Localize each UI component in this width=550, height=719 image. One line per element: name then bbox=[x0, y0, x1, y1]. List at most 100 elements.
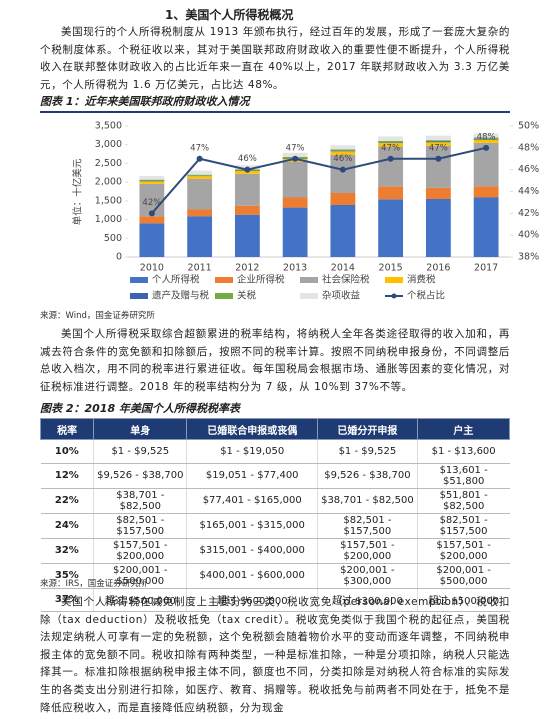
y2-tick-label: 46% bbox=[518, 164, 539, 175]
table-cell: $157,501 - $200,000 bbox=[317, 538, 418, 564]
table-cell: $200,001 - $500,000 bbox=[416, 563, 510, 589]
bar-segment bbox=[378, 140, 404, 143]
y2-tick-label: 38% bbox=[518, 252, 539, 263]
y2-tick-label: 48% bbox=[518, 142, 539, 153]
x-tick-label: 2013 bbox=[283, 263, 307, 274]
table-row: 10% $1 - $9,525 $1 - $19,050 $1 - $9,525 $1 … bbox=[40, 439, 510, 464]
legend-label: 社会保险税 bbox=[322, 274, 370, 286]
x-tick-label: 2015 bbox=[379, 263, 403, 274]
table-cell: $1 - $9,525 bbox=[317, 439, 418, 464]
bar-segment bbox=[330, 204, 356, 257]
legend-swatch bbox=[215, 277, 233, 283]
table-cell: 24% bbox=[40, 513, 94, 539]
y2-tick-label: 44% bbox=[518, 186, 539, 197]
x-tick-label: 2011 bbox=[188, 263, 212, 274]
table-cell: $400,001 - $600,000 bbox=[186, 563, 318, 589]
bar-segment bbox=[425, 142, 451, 146]
header-cell: 单身 bbox=[93, 418, 188, 440]
bar-segment bbox=[330, 149, 356, 151]
table-cell: $82,501 - $157,500 bbox=[317, 513, 418, 539]
header-cell: 已婚联合申报或丧偶 bbox=[186, 418, 319, 440]
data-label: 47% bbox=[190, 143, 209, 153]
bar-segment bbox=[425, 135, 451, 141]
bar-segment bbox=[139, 180, 165, 182]
bar-segment bbox=[330, 145, 356, 150]
legend-swatch bbox=[130, 293, 148, 299]
y-tick-label: 2,500 bbox=[95, 158, 122, 169]
section-heading: 1、美国个人所得税概况 bbox=[165, 8, 294, 22]
table-cell: $200,001 - $300,000 bbox=[317, 563, 418, 589]
y-tick-label: 2,000 bbox=[95, 177, 122, 188]
bar-segment bbox=[378, 142, 404, 147]
bar-segment bbox=[425, 145, 451, 188]
paragraph: 美国个人所得税在减免制度上主要分为三类，税收宽免（personal exempt… bbox=[40, 596, 510, 714]
x-tick-label: 2016 bbox=[426, 263, 450, 274]
legend-label: 关税 bbox=[237, 290, 257, 302]
table-cell: $9,526 - $38,700 bbox=[317, 463, 418, 489]
bar-segment bbox=[378, 142, 404, 143]
bar-segment bbox=[330, 154, 356, 193]
bar-segment bbox=[139, 181, 165, 184]
bar-segment bbox=[378, 136, 404, 141]
legend-swatch bbox=[391, 293, 397, 299]
figure-source: 来源：Wind，国金证券研究所 bbox=[40, 311, 155, 321]
bar-segment bbox=[282, 207, 308, 257]
paragraph: 美国现行的个人所得税制度从 1913 年颁布执行，经过百年的发展，形成了一套庞大… bbox=[40, 26, 510, 91]
y2-tick-label: 42% bbox=[518, 208, 539, 219]
table-cell: 10% bbox=[40, 439, 94, 464]
bar-segment bbox=[282, 161, 308, 198]
table-row: 12% $9,526 - $38,700 $19,051 - $77,400 $9,5… bbox=[40, 463, 510, 489]
bar-segment bbox=[378, 199, 404, 257]
bar-segment bbox=[378, 146, 404, 187]
data-label: 47% bbox=[286, 143, 305, 153]
bar-segment bbox=[234, 205, 260, 215]
line-point bbox=[292, 155, 299, 162]
line bbox=[151, 146, 487, 214]
table-cell: $38,701 - $82,500 bbox=[93, 488, 187, 514]
table-cell: $77,401 - $165,000 bbox=[186, 488, 318, 514]
y-tick-label: 3,000 bbox=[95, 139, 122, 150]
paragraph: 美国个人所得税采取综合超额累进的税率结构，将纳税人全年各类途径取得的收入加和，再… bbox=[40, 328, 510, 393]
bar-segment bbox=[330, 192, 356, 205]
legend-label: 遗产及赠与税 bbox=[152, 290, 210, 302]
table-cell: $315,001 - $400,000 bbox=[186, 538, 318, 564]
header-cell: 已婚分开申报 bbox=[317, 418, 418, 440]
table-cell: $9,526 - $38,700 bbox=[93, 463, 187, 489]
bar-segment bbox=[473, 197, 499, 257]
line-point bbox=[244, 166, 251, 173]
table-cell: $157,501 - $200,000 bbox=[93, 538, 187, 564]
bar-segment bbox=[282, 197, 308, 208]
table-cell: $1 - $9,525 bbox=[93, 439, 187, 464]
data-label: 47% bbox=[381, 143, 400, 153]
table-cell: $200,001 - $500,000 bbox=[93, 563, 187, 589]
y2-tick-label: 40% bbox=[518, 230, 539, 241]
y-tick-label: 1,000 bbox=[95, 214, 122, 225]
legend-swatch bbox=[215, 293, 233, 299]
bar-segment bbox=[187, 209, 213, 217]
bar-segment bbox=[473, 137, 499, 139]
bar-segment bbox=[187, 178, 213, 210]
table-row: 37% 超过 $500,000 超过 $600,000 超过 $300,000 超过 $… bbox=[40, 588, 510, 612]
table-header: 税率 单身 已婚联合申报或丧偶 已婚分开申报 户主 bbox=[39, 418, 511, 440]
data-label: 48% bbox=[477, 132, 496, 142]
data-label: 46% bbox=[333, 154, 352, 164]
legend-swatch bbox=[300, 293, 318, 299]
header-cell: 户主 bbox=[416, 418, 511, 440]
x-tick-label: 2012 bbox=[235, 263, 259, 274]
bar-segment bbox=[187, 176, 213, 179]
y-tick-label: 500 bbox=[104, 233, 122, 244]
bar-segment bbox=[187, 170, 213, 175]
bar-segment bbox=[139, 179, 165, 181]
legend-label: 企业所得税 bbox=[237, 274, 285, 286]
table-cell: $51,801 - $82,500 bbox=[416, 488, 510, 514]
table-cell: $1 - $19,050 bbox=[186, 439, 318, 464]
bar-segment bbox=[378, 186, 404, 200]
table-cell: $19,051 - $77,400 bbox=[186, 463, 318, 489]
table-row: 35% $200,001 - $500,000 $400,001 - $600,00… bbox=[40, 563, 510, 589]
table-cell: $82,501 - $157,500 bbox=[93, 513, 187, 539]
table-cell: 32% bbox=[40, 538, 94, 564]
table-cell: $38,701 - $82,500 bbox=[317, 488, 418, 514]
table-cell: $1 - $13,600 bbox=[416, 439, 510, 464]
table-cell: $82,501 - $157,500 bbox=[416, 513, 510, 539]
table-row: 22% $38,701 - $82,500 $77,401 - $165,000 $3… bbox=[40, 488, 510, 514]
